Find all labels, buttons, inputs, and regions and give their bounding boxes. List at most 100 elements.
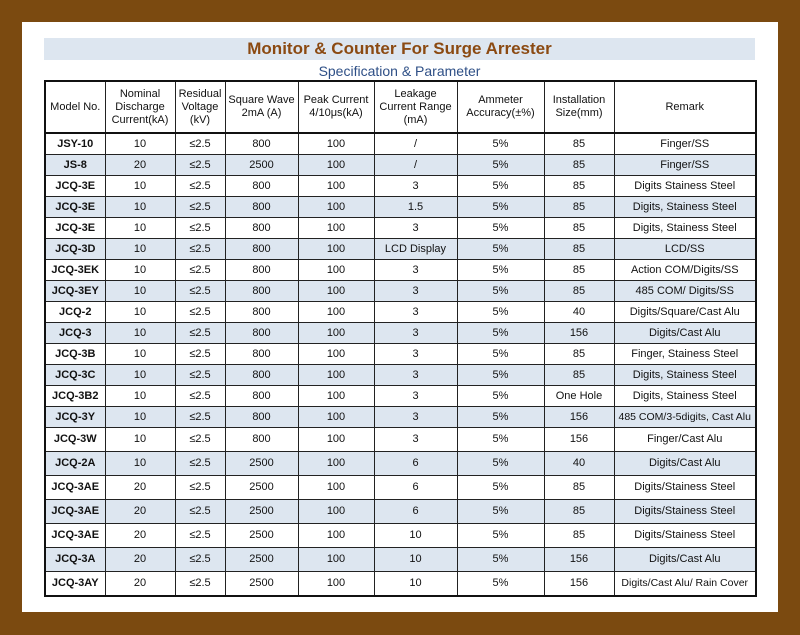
- table-row: JCQ-3EY 10 ≤2.5 800 100 3 5% 85 485 COM/ Digits/…: [44, 280, 757, 302]
- square-wave-cell: 800: [224, 132, 299, 155]
- model-cell: JCQ-3D: [44, 238, 106, 260]
- table-row: JCQ-3A 20 ≤2.5 2500 100 10 5% 156 Digits/Cast Al…: [44, 547, 757, 572]
- residual-voltage-cell: ≤2.5: [174, 451, 226, 476]
- model-cell: JCQ-3A: [44, 547, 106, 572]
- remark-cell: 485 COM/3-5digits, Cast Alu: [613, 406, 757, 428]
- nominal-current-cell: 20: [104, 475, 176, 500]
- peak-current-cell: 100: [297, 322, 375, 344]
- peak-current-cell: 100: [297, 571, 375, 597]
- nominal-current-cell: 10: [104, 322, 176, 344]
- residual-voltage-cell: ≤2.5: [174, 499, 226, 524]
- accuracy-cell: 5%: [456, 217, 545, 239]
- nominal-current-cell: 20: [104, 571, 176, 597]
- table-row: JCQ-3 10 ≤2.5 800 100 3 5% 156 Digits/Cast Alu: [44, 322, 757, 344]
- remark-cell: Digits/Stainess Steel: [613, 499, 757, 524]
- install-size-cell: 85: [543, 523, 615, 548]
- nominal-current-cell: 10: [104, 385, 176, 407]
- table-row: JCQ-3EK 10 ≤2.5 800 100 3 5% 85 Action COM/Digit…: [44, 259, 757, 281]
- leakage-range-cell: 10: [373, 571, 458, 597]
- column-header: Residual Voltage (kV): [174, 80, 226, 134]
- column-header: Nominal Discharge Current(kA): [104, 80, 176, 134]
- residual-voltage-cell: ≤2.5: [174, 547, 226, 572]
- model-cell: JCQ-2A: [44, 451, 106, 476]
- residual-voltage-cell: ≤2.5: [174, 217, 226, 239]
- table-row: JCQ-3AE 20 ≤2.5 2500 100 10 5% 85 Digits/Staines…: [44, 523, 757, 548]
- accuracy-cell: 5%: [456, 238, 545, 260]
- accuracy-cell: 5%: [456, 301, 545, 323]
- nominal-current-cell: 20: [104, 523, 176, 548]
- square-wave-cell: 800: [224, 406, 299, 428]
- peak-current-cell: 100: [297, 385, 375, 407]
- peak-current-cell: 100: [297, 175, 375, 197]
- table-row: JS-8 20 ≤2.5 2500 100/5% 85 Finger/SS: [44, 154, 757, 176]
- remark-cell: Finger, Stainess Steel: [613, 343, 757, 365]
- model-cell: JCQ-3E: [44, 217, 106, 239]
- install-size-cell: 40: [543, 301, 615, 323]
- model-cell: JCQ-3B2: [44, 385, 106, 407]
- install-size-cell: 85: [543, 364, 615, 386]
- table-row: JCQ-3AE 20 ≤2.5 2500 100 6 5% 85 Digits/Stainess…: [44, 475, 757, 500]
- peak-current-cell: 100: [297, 427, 375, 452]
- residual-voltage-cell: ≤2.5: [174, 343, 226, 365]
- nominal-current-cell: 20: [104, 154, 176, 176]
- table-row: JCQ-3Y 10 ≤2.5 800 100 3 5% 156 485 COM/3-5digit…: [44, 406, 757, 428]
- leakage-range-cell: 3: [373, 343, 458, 365]
- remark-cell: Digits/Cast Alu/ Rain Cover: [613, 571, 757, 597]
- square-wave-cell: 800: [224, 322, 299, 344]
- square-wave-cell: 2500: [224, 523, 299, 548]
- nominal-current-cell: 10: [104, 238, 176, 260]
- residual-voltage-cell: ≤2.5: [174, 364, 226, 386]
- model-cell: JSY-10: [44, 132, 106, 155]
- residual-voltage-cell: ≤2.5: [174, 406, 226, 428]
- peak-current-cell: 100: [297, 406, 375, 428]
- remark-cell: Digits/Cast Alu: [613, 451, 757, 476]
- remark-cell: Digits, Stainess Steel: [613, 217, 757, 239]
- install-size-cell: 85: [543, 280, 615, 302]
- column-header: Leakage Current Range (mA): [373, 80, 458, 134]
- square-wave-cell: 800: [224, 301, 299, 323]
- square-wave-cell: 800: [224, 343, 299, 365]
- residual-voltage-cell: ≤2.5: [174, 322, 226, 344]
- column-header: Model No.: [44, 80, 106, 134]
- accuracy-cell: 5%: [456, 259, 545, 281]
- model-cell: JCQ-3EY: [44, 280, 106, 302]
- square-wave-cell: 800: [224, 259, 299, 281]
- install-size-cell: 156: [543, 322, 615, 344]
- install-size-cell: One Hole: [543, 385, 615, 407]
- table-row: JSY-10 10 ≤2.5 800 100/5% 85 Finger/SS: [44, 132, 757, 155]
- title-band: Monitor & Counter For Surge Arrester: [44, 38, 755, 60]
- leakage-range-cell: 3: [373, 280, 458, 302]
- table-row: JCQ-3D 10 ≤2.5 800 100 LCD Display 5% 85 LCD/SS: [44, 238, 757, 260]
- model-cell: JCQ-3AE: [44, 523, 106, 548]
- accuracy-cell: 5%: [456, 571, 545, 597]
- install-size-cell: 85: [543, 499, 615, 524]
- column-header: Square Wave 2mA (A): [224, 80, 299, 134]
- square-wave-cell: 800: [224, 175, 299, 197]
- square-wave-cell: 2500: [224, 547, 299, 572]
- install-size-cell: 40: [543, 451, 615, 476]
- remark-cell: 485 COM/ Digits/SS: [613, 280, 757, 302]
- accuracy-cell: 5%: [456, 451, 545, 476]
- peak-current-cell: 100: [297, 217, 375, 239]
- install-size-cell: 156: [543, 427, 615, 452]
- remark-cell: Digits/Cast Alu: [613, 322, 757, 344]
- peak-current-cell: 100: [297, 451, 375, 476]
- model-cell: JCQ-3B: [44, 343, 106, 365]
- nominal-current-cell: 10: [104, 451, 176, 476]
- peak-current-cell: 100: [297, 364, 375, 386]
- install-size-cell: 85: [543, 196, 615, 218]
- model-cell: JCQ-3C: [44, 364, 106, 386]
- accuracy-cell: 5%: [456, 196, 545, 218]
- peak-current-cell: 100: [297, 154, 375, 176]
- remark-cell: Finger/SS: [613, 132, 757, 155]
- model-cell: JCQ-3: [44, 322, 106, 344]
- nominal-current-cell: 20: [104, 547, 176, 572]
- nominal-current-cell: 10: [104, 301, 176, 323]
- install-size-cell: 156: [543, 406, 615, 428]
- peak-current-cell: 100: [297, 259, 375, 281]
- table-row: JCQ-3B 10 ≤2.5 800 100 3 5% 85 Finger, Stainess …: [44, 343, 757, 365]
- residual-voltage-cell: ≤2.5: [174, 196, 226, 218]
- square-wave-cell: 800: [224, 364, 299, 386]
- table-row: JCQ-3C 10 ≤2.5 800 100 3 5% 85 Digits, Stainess …: [44, 364, 757, 386]
- leakage-range-cell: 3: [373, 301, 458, 323]
